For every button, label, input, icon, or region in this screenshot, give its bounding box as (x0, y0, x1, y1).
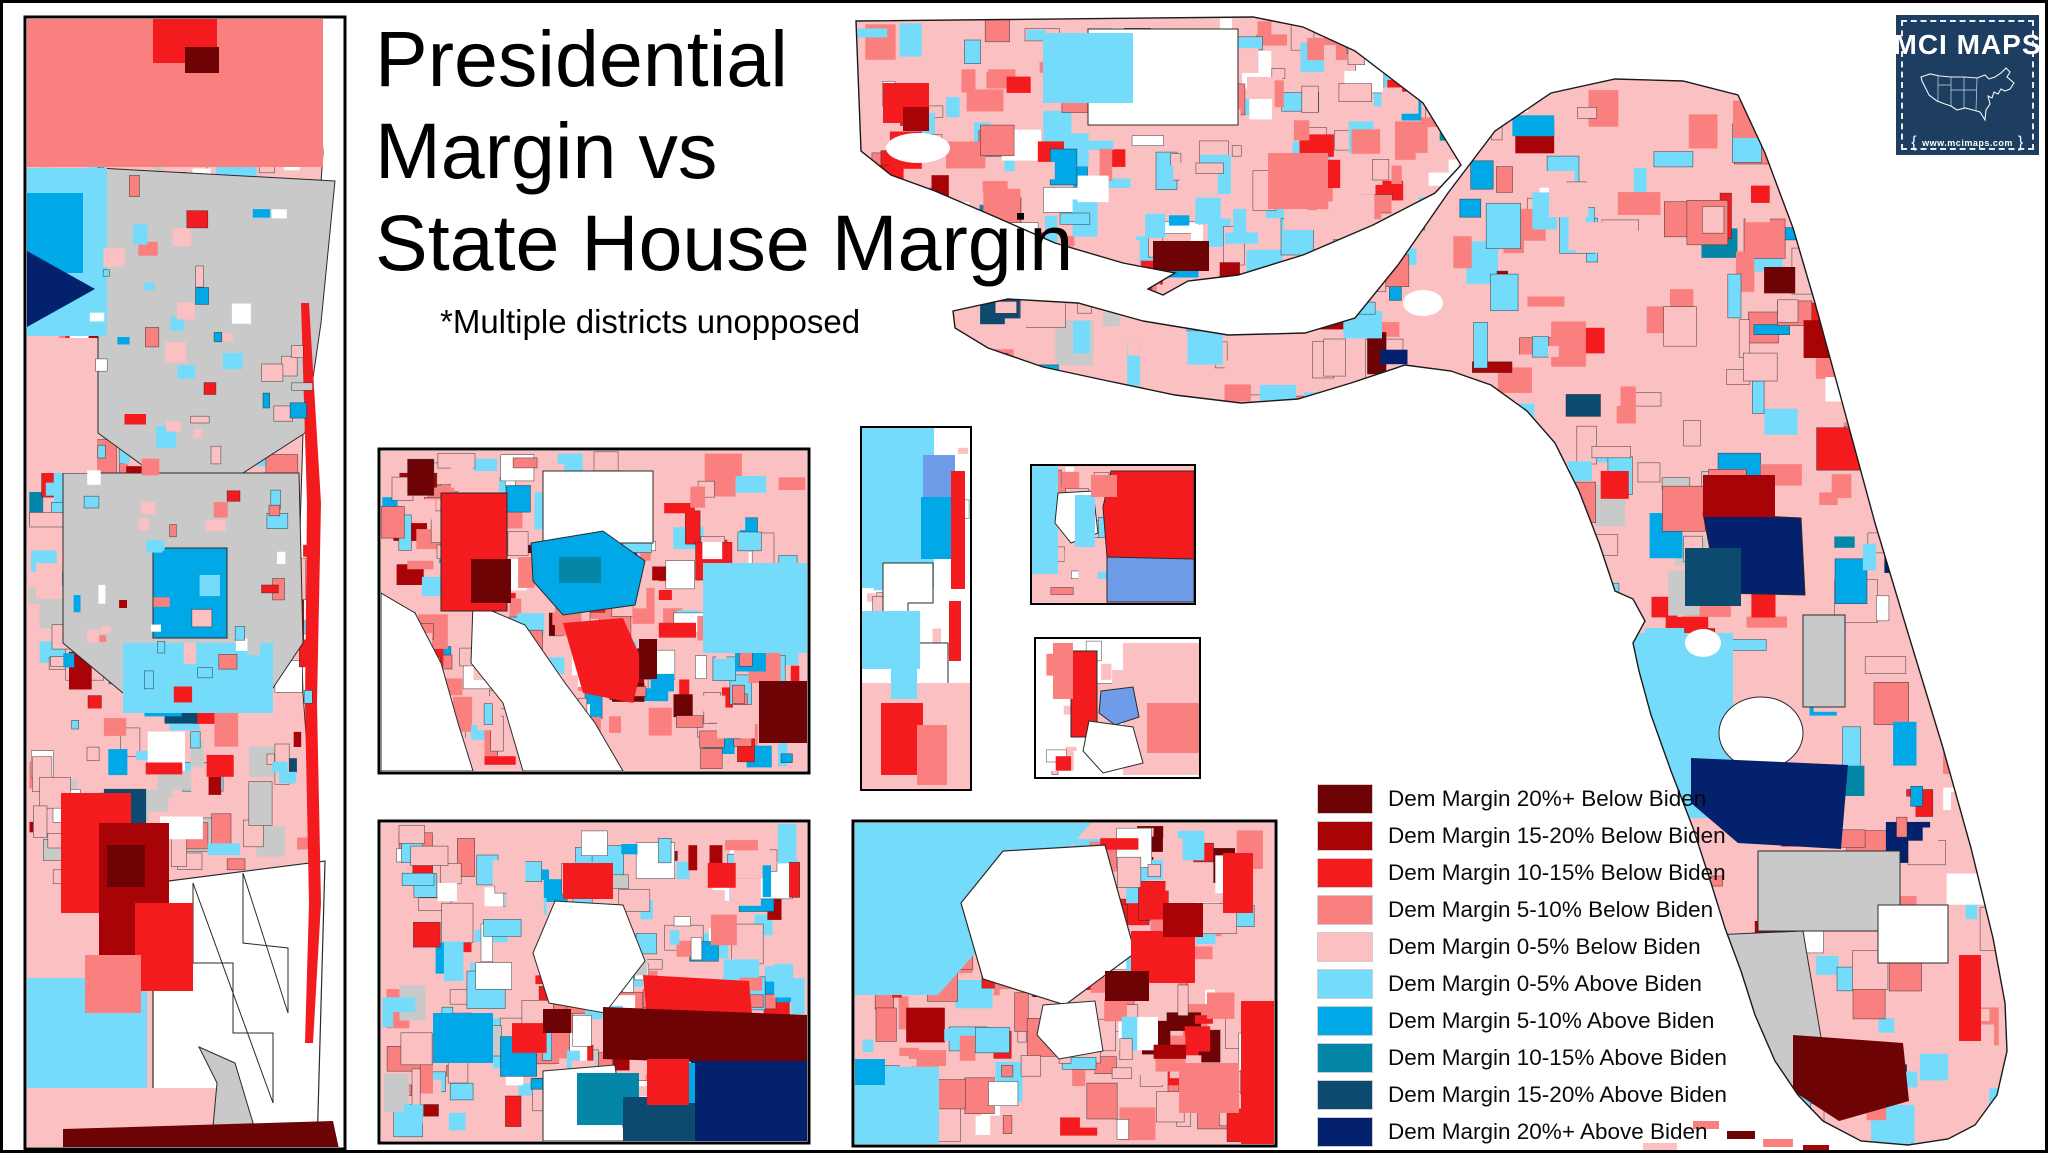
logo-brace-right: } (2017, 134, 2024, 151)
florida-choropleth-graphic (23, 15, 2008, 1150)
legend-swatch (1317, 931, 1373, 962)
legend-swatch (1317, 1042, 1373, 1073)
legend-swatch (1317, 857, 1373, 888)
mci-maps-logo: MCI MAPS { www.mcimaps.com } (1893, 15, 2042, 155)
legend-item: Dem Margin 15-20% Above Biden (1317, 1076, 1727, 1113)
legend-label: Dem Margin 0-5% Below Biden (1388, 933, 1701, 959)
legend-label: Dem Margin 20%+ Above Biden (1388, 1118, 1708, 1144)
inset-small-bottom (1034, 637, 1201, 779)
legend-item: Dem Margin 15-20% Below Biden (1317, 817, 1727, 854)
legend-item: Dem Margin 0-5% Below Biden (1317, 928, 1727, 965)
logo-brace-left: { (1911, 134, 1918, 151)
legend-label: Dem Margin 0-5% Above Biden (1388, 970, 1702, 996)
legend-label: Dem Margin 15-20% Above Biden (1388, 1081, 1727, 1107)
legend-label: Dem Margin 10-15% Below Biden (1388, 859, 1726, 885)
usa-map-icon (1918, 65, 2018, 132)
legend-label: Dem Margin 5-10% Below Biden (1388, 896, 1714, 922)
inset-small-top (1030, 464, 1196, 605)
legend-item: Dem Margin 0-5% Above Biden (1317, 965, 1727, 1002)
legend-item: Dem Margin 10-15% Above Biden (1317, 1039, 1727, 1076)
legend-item: Dem Margin 5-10% Below Biden (1317, 891, 1727, 928)
legend-swatch (1317, 820, 1373, 851)
legend-swatch (1317, 968, 1373, 999)
legend-item: Dem Margin 10-15% Below Biden (1317, 854, 1727, 891)
legend-item: Dem Margin 20%+ Above Biden (1317, 1113, 1727, 1150)
title-line-2: Margin vs (375, 106, 718, 195)
logo-url-text: www.mcimaps.com (1922, 138, 2013, 148)
legend-swatch (1317, 894, 1373, 925)
legend-label: Dem Margin 20%+ Below Biden (1388, 785, 1707, 811)
legend: Dem Margin 20%+ Below Biden Dem Margin 15… (1317, 780, 1727, 1150)
inset-orlando (377, 819, 811, 1145)
logo-wordmark: MCI MAPS (1893, 29, 2042, 60)
legend-item: Dem Margin 20%+ Below Biden (1317, 780, 1727, 817)
legend-swatch (1317, 1116, 1373, 1147)
legend-item: Dem Margin 5-10% Above Biden (1317, 1002, 1727, 1039)
legend-label: Dem Margin 10-15% Above Biden (1388, 1044, 1727, 1070)
inset-southeast-florida (23, 15, 347, 1150)
inset-tampa-bay (377, 447, 811, 775)
title-line-3: State House Margin (375, 198, 1074, 287)
legend-swatch (1317, 1005, 1373, 1036)
legend-swatch (1317, 1079, 1373, 1110)
legend-label: Dem Margin 5-10% Above Biden (1388, 1007, 1715, 1033)
inset-central-florida (851, 819, 1278, 1148)
inset-coastal-strip (860, 426, 972, 791)
inset-panhandle (855, 16, 1462, 296)
logo-url: { www.mcimaps.com } (1911, 134, 2023, 152)
legend-label: Dem Margin 15-20% Below Biden (1388, 822, 1726, 848)
unopposed-note: *Multiple districts unopposed (440, 303, 861, 340)
title-line-1: Presidential (375, 14, 788, 103)
page-title: Presidential Margin vs State House Margi… (375, 13, 1073, 289)
legend-swatch (1317, 783, 1373, 814)
